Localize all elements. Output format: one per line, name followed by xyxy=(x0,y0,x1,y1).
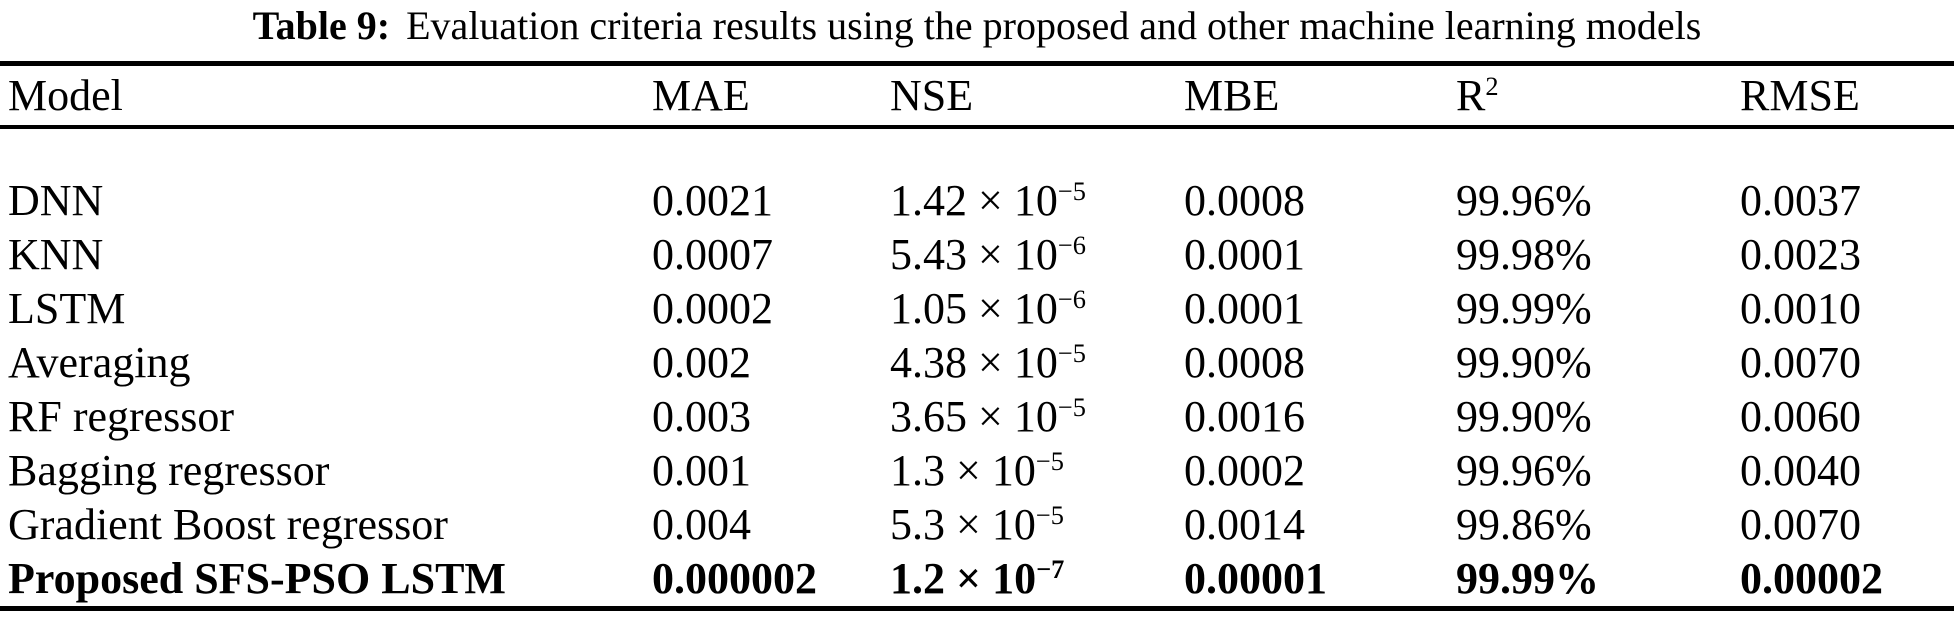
model-name: Gradient Boost regressor xyxy=(8,500,448,549)
rmse-value: 0.00002 xyxy=(1740,554,1883,603)
r2-value: 99.99% xyxy=(1456,284,1592,333)
table-row-lstm: LSTM 0.0002 1.05 × 10−6 0.0001 99.99% 0.… xyxy=(0,282,1954,336)
table-row-averaging: Averaging 0.002 4.38 × 10−5 0.0008 99.90… xyxy=(0,336,1954,390)
table-rule-top xyxy=(0,61,1954,66)
table-row-rf-regressor: RF regressor 0.003 3.65 × 10−5 0.0016 99… xyxy=(0,390,1954,444)
table-rule-mid xyxy=(0,125,1954,129)
rmse-value: 0.0070 xyxy=(1740,338,1861,387)
nse-value: 1.3 × 10−5 xyxy=(890,444,1184,498)
table-caption-text: Evaluation criteria results using the pr… xyxy=(406,3,1702,48)
rmse-value: 0.0060 xyxy=(1740,392,1861,441)
mbe-value: 0.00001 xyxy=(1184,554,1327,603)
rmse-value: 0.0040 xyxy=(1740,446,1861,495)
model-name: Bagging regressor xyxy=(8,446,330,495)
model-name: LSTM xyxy=(8,284,126,333)
header-mbe: MBE xyxy=(1184,71,1280,120)
table-row-proposed-sfs-pso-lstm: Proposed SFS-PSO LSTM 0.000002 1.2 × 10−… xyxy=(0,552,1954,606)
rmse-value: 0.0037 xyxy=(1740,176,1861,225)
header-mae: MAE xyxy=(652,71,750,120)
rmse-value: 0.0010 xyxy=(1740,284,1861,333)
rmse-value: 0.0023 xyxy=(1740,230,1861,279)
nse-mantissa: 5.43 × 10 xyxy=(890,230,1058,279)
mae-value: 0.000002 xyxy=(652,554,817,603)
nse-exponent: −5 xyxy=(1035,500,1064,531)
header-r2: R2 xyxy=(1456,70,1740,121)
r2-value: 99.86% xyxy=(1456,500,1592,549)
nse-exponent: −6 xyxy=(1057,284,1086,315)
header-model: Model xyxy=(8,71,123,120)
model-name: RF regressor xyxy=(8,392,235,441)
nse-mantissa: 3.65 × 10 xyxy=(890,392,1058,441)
nse-exponent: −5 xyxy=(1057,338,1086,369)
table-caption: Table 9: Evaluation criteria results usin… xyxy=(0,0,1954,52)
mae-value: 0.002 xyxy=(652,338,751,387)
nse-value: 1.42 × 10−5 xyxy=(890,174,1184,228)
mbe-value: 0.0001 xyxy=(1184,230,1305,279)
model-name: Proposed SFS-PSO LSTM xyxy=(8,554,506,603)
mae-value: 0.001 xyxy=(652,446,751,495)
nse-value: 4.38 × 10−5 xyxy=(890,336,1184,390)
mae-value: 0.0002 xyxy=(652,284,773,333)
table-body: DNN 0.0021 1.42 × 10−5 0.0008 99.96% 0.0… xyxy=(0,174,1954,606)
r2-value: 99.90% xyxy=(1456,338,1592,387)
mbe-value: 0.0002 xyxy=(1184,446,1305,495)
nse-value: 1.2 × 10−7 xyxy=(890,552,1184,606)
header-r2-sup: 2 xyxy=(1485,71,1499,102)
nse-value: 5.43 × 10−6 xyxy=(890,228,1184,282)
nse-exponent: −5 xyxy=(1057,392,1086,423)
nse-exponent: −5 xyxy=(1057,176,1086,207)
table-row-bagging-regressor: Bagging regressor 0.001 1.3 × 10−5 0.000… xyxy=(0,444,1954,498)
mbe-value: 0.0008 xyxy=(1184,176,1305,225)
nse-value: 1.05 × 10−6 xyxy=(890,282,1184,336)
r2-value: 99.98% xyxy=(1456,230,1592,279)
table-row-gradient-boost-regressor: Gradient Boost regressor 0.004 5.3 × 10−… xyxy=(0,498,1954,552)
nse-exponent: −5 xyxy=(1035,446,1064,477)
model-name: Averaging xyxy=(8,338,191,387)
nse-mantissa: 4.38 × 10 xyxy=(890,338,1058,387)
model-name: KNN xyxy=(8,230,104,279)
nse-mantissa: 1.2 × 10 xyxy=(890,554,1037,603)
nse-exponent: −6 xyxy=(1057,230,1086,261)
mbe-value: 0.0014 xyxy=(1184,500,1305,549)
header-r2-base: R xyxy=(1456,71,1486,120)
r2-value: 99.96% xyxy=(1456,176,1592,225)
header-nse: NSE xyxy=(890,71,974,120)
nse-exponent: −7 xyxy=(1036,554,1065,585)
mbe-value: 0.0016 xyxy=(1184,392,1305,441)
mbe-value: 0.0008 xyxy=(1184,338,1305,387)
nse-mantissa: 1.42 × 10 xyxy=(890,176,1058,225)
mbe-value: 0.0001 xyxy=(1184,284,1305,333)
nse-value: 3.65 × 10−5 xyxy=(890,390,1184,444)
mae-value: 0.0007 xyxy=(652,230,773,279)
mae-value: 0.004 xyxy=(652,500,751,549)
r2-value: 99.96% xyxy=(1456,446,1592,495)
r2-value: 99.99% xyxy=(1456,554,1599,603)
r2-value: 99.90% xyxy=(1456,392,1592,441)
nse-value: 5.3 × 10−5 xyxy=(890,498,1184,552)
table-row-dnn: DNN 0.0021 1.42 × 10−5 0.0008 99.96% 0.0… xyxy=(0,174,1954,228)
mae-value: 0.003 xyxy=(652,392,751,441)
table-caption-label: Table 9: xyxy=(252,3,391,48)
nse-mantissa: 1.05 × 10 xyxy=(890,284,1058,333)
table-header-row: Model MAE NSE MBE R2 RMSE xyxy=(0,66,1954,125)
nse-mantissa: 5.3 × 10 xyxy=(890,500,1036,549)
table-rule-bottom xyxy=(0,606,1954,611)
model-name: DNN xyxy=(8,176,104,225)
header-rmse: RMSE xyxy=(1740,71,1860,120)
mae-value: 0.0021 xyxy=(652,176,773,225)
nse-mantissa: 1.3 × 10 xyxy=(890,446,1036,495)
table-row-knn: KNN 0.0007 5.43 × 10−6 0.0001 99.98% 0.0… xyxy=(0,228,1954,282)
rmse-value: 0.0070 xyxy=(1740,500,1861,549)
